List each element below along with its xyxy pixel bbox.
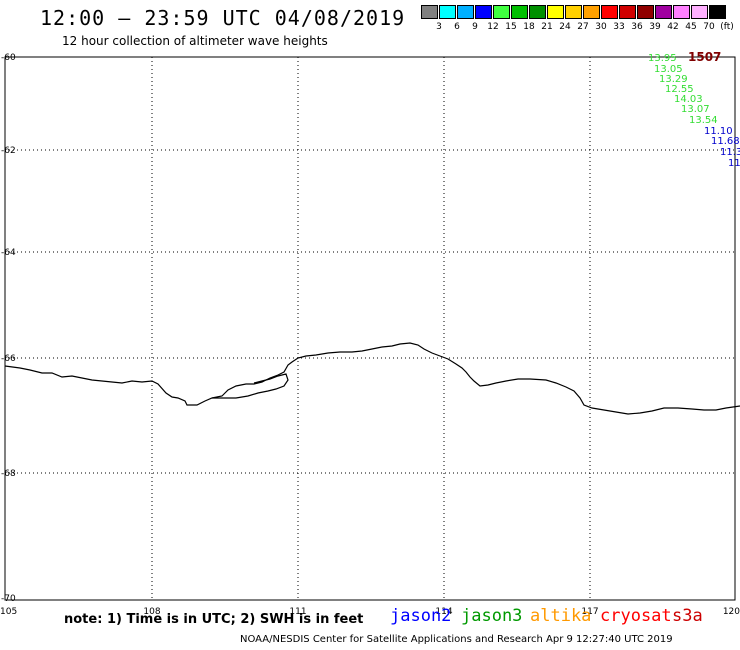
latitude-tick-label: -60 <box>1 53 16 63</box>
legend-label: 36 <box>631 22 643 32</box>
legend-swatch <box>475 5 492 19</box>
legend-label: 45 <box>685 22 697 32</box>
legend-swatch <box>691 5 708 19</box>
legend-swatch <box>439 5 456 19</box>
legend-swatch <box>709 5 726 19</box>
legend-label: 21 <box>541 22 553 32</box>
legend-swatch <box>601 5 618 19</box>
legend-swatch <box>565 5 582 19</box>
wave-height-value: 13.07 <box>681 104 710 115</box>
wave-height-value: 13.29 <box>659 74 688 85</box>
latitude-tick-label: -64 <box>1 248 16 258</box>
legend-label: 6 <box>454 22 460 32</box>
legend-swatch <box>421 5 438 19</box>
satellite-name: s3a <box>672 606 703 626</box>
wave-height-value: 12.55 <box>665 84 694 95</box>
legend-swatch <box>547 5 564 19</box>
map-title: 12:00 – 23:59 UTC 04/08/2019 <box>40 6 406 30</box>
legend-label: 42 <box>667 22 679 32</box>
latitude-tick-label: -70 <box>1 594 16 604</box>
legend-label: 3 <box>436 22 442 32</box>
legend-swatch <box>457 5 474 19</box>
legend-swatch <box>619 5 636 19</box>
wave-height-legend: 3 6 9 12 15 18 21 24 27 30 33 36 39 42 45 70 (ft) <box>421 5 740 32</box>
wave-height-value: 13.95 <box>648 53 677 64</box>
legend-swatch <box>529 5 546 19</box>
wave-height-value: 11 <box>728 158 740 169</box>
track-time-label: 1507 <box>688 50 721 64</box>
legend-swatch <box>637 5 654 19</box>
legend-label: 30 <box>595 22 607 32</box>
longitude-tick-label: 105 <box>0 607 17 617</box>
wave-height-value: 13.05 <box>654 64 683 75</box>
legend-swatch <box>673 5 690 19</box>
lat-lon-grid: 105 108 111 114 117 120 -60 -62 -64 -66 -68 -70 <box>0 53 740 617</box>
legend-label: 27 <box>577 22 589 32</box>
altimeter-track-labels: 150713.9513.0513.2912.5514.0313.0713.541… <box>648 50 740 169</box>
longitude-tick-label: 120 <box>723 607 740 617</box>
longitude-tick-label: 114 <box>435 607 452 617</box>
legend-label: 39 <box>649 22 661 32</box>
legend-label: 70 <box>703 22 715 32</box>
legend-swatch <box>493 5 510 19</box>
latitude-tick-label: -62 <box>1 146 16 156</box>
legend-swatches <box>421 5 740 19</box>
legend-swatch <box>511 5 528 19</box>
wave-height-value: 14.03 <box>674 94 703 105</box>
wave-height-value: 11.68 <box>711 136 740 147</box>
legend-label: 12 <box>487 22 499 32</box>
longitude-tick-label: 108 <box>143 607 160 617</box>
legend-label: 24 <box>559 22 571 32</box>
satellite-name: cryosat <box>600 606 672 626</box>
legend-label: 33 <box>613 22 625 32</box>
longitude-tick-label: 111 <box>289 607 306 617</box>
coastline-islet <box>212 373 289 399</box>
credit-line: NOAA/NESDIS Center for Satellite Applica… <box>240 634 673 645</box>
wave-height-value: 13.54 <box>689 115 718 126</box>
legend-labels: 3 6 9 12 15 18 21 24 27 30 33 36 39 42 45 70 (ft) <box>421 19 740 32</box>
satellite-name: altika <box>530 606 592 626</box>
legend-swatch <box>655 5 672 19</box>
map-frame <box>4 56 736 601</box>
legend-swatch <box>583 5 600 19</box>
legend-label: 9 <box>472 22 478 32</box>
legend-label: (ft) <box>720 22 734 32</box>
longitude-tick-label: 117 <box>581 607 598 617</box>
units-note: note: 1) Time is in UTC; 2) SWH is in fe… <box>64 612 364 627</box>
legend-label: 18 <box>523 22 535 32</box>
satellite-name: jason2 <box>390 606 452 626</box>
wave-height-value: 11.3 <box>720 147 740 158</box>
satellite-name: jason3 <box>461 606 523 626</box>
latitude-tick-label: -68 <box>1 469 16 479</box>
legend-label: 15 <box>505 22 517 32</box>
wave-height-value: 11.10 <box>704 126 733 137</box>
latitude-tick-label: -66 <box>1 354 16 364</box>
coastline <box>4 342 740 415</box>
map-subtitle: 12 hour collection of altimeter wave hei… <box>62 34 328 48</box>
